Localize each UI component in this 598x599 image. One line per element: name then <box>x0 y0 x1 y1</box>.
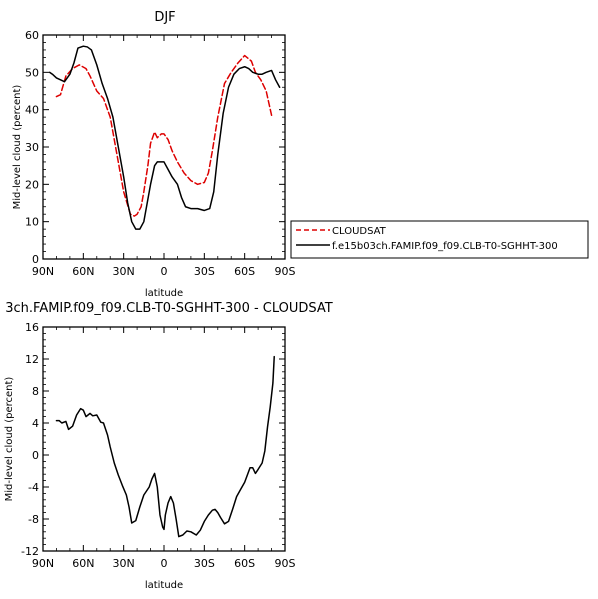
bot-x-tick-label: 0 <box>161 557 168 570</box>
top-y-tick-label: 30 <box>25 141 39 154</box>
top-y-tick-label: 60 <box>25 29 39 42</box>
legend-box <box>290 220 589 259</box>
top-x-tick-label: 30S <box>194 265 215 278</box>
top-x-tick-label: 90S <box>275 265 296 278</box>
bot-y-tick-label: 8 <box>32 385 39 398</box>
bot-x-tick-label: 60S <box>234 557 255 570</box>
top-x-tick-label: 60N <box>72 265 94 278</box>
bot-x-tick-label: 30S <box>194 557 215 570</box>
bot-y-tick-label: 12 <box>25 353 39 366</box>
top-title: DJF <box>154 10 175 25</box>
bottom-y-axis-label: Mid-level cloud (percent) <box>4 377 15 502</box>
bottom-title: 3ch.FAMIP.f09_f09.CLB-T0-SGHHT-300 - CLO… <box>5 301 333 316</box>
bot-series-line-0 <box>55 355 275 538</box>
bottom-x-axis-label: latitude <box>145 580 183 591</box>
bot-y-tick-label: -8 <box>28 513 39 526</box>
top-series-line-0 <box>55 54 273 217</box>
top-y-tick-label: 0 <box>32 253 39 266</box>
bottom-plot-frame <box>42 326 286 552</box>
top-y-tick-label: 40 <box>25 104 39 117</box>
bot-y-tick-label: -4 <box>28 481 39 494</box>
bottom-panel: 3ch.FAMIP.f09_f09.CLB-T0-SGHHT-300 - CLO… <box>4 301 333 591</box>
top-y-axis-label: Mid-level cloud (percent) <box>12 85 23 210</box>
bot-x-tick-label: 30N <box>113 557 135 570</box>
bot-y-tick-label: 4 <box>32 417 39 430</box>
top-panel: DJF 90N 60N 30N 0 30S 60S 90S 0 10 20 30 40 50 60 lat… <box>12 10 296 299</box>
bot-x-tick-label: 90S <box>275 557 296 570</box>
legend-label-model: f.e15b03ch.FAMIP.f09_f09.CLB-T0-SGHHT-30… <box>332 241 558 252</box>
legend-label-cloudsat: CLOUDSAT <box>332 226 387 237</box>
top-x-tick-label: 0 <box>161 265 168 278</box>
bot-y-tick-label: 0 <box>32 449 39 462</box>
top-x-tick-label: 90N <box>32 265 54 278</box>
bot-y-tick-label: 16 <box>25 321 39 334</box>
top-y-tick-label: 20 <box>25 178 39 191</box>
bot-x-tick-label: 60N <box>72 557 94 570</box>
top-y-tick-label: 50 <box>25 66 39 79</box>
top-x-axis-label: latitude <box>145 288 183 299</box>
bot-x-tick-label: 90N <box>32 557 54 570</box>
top-x-tick-label: 30N <box>113 265 135 278</box>
bot-y-tick-label: -12 <box>21 545 39 558</box>
top-x-tick-label: 60S <box>234 265 255 278</box>
top-series-line-1 <box>48 45 281 230</box>
legend: CLOUDSAT f.e15b03ch.FAMIP.f09_f09.CLB-T0… <box>290 220 589 259</box>
top-y-tick-label: 10 <box>25 216 39 229</box>
